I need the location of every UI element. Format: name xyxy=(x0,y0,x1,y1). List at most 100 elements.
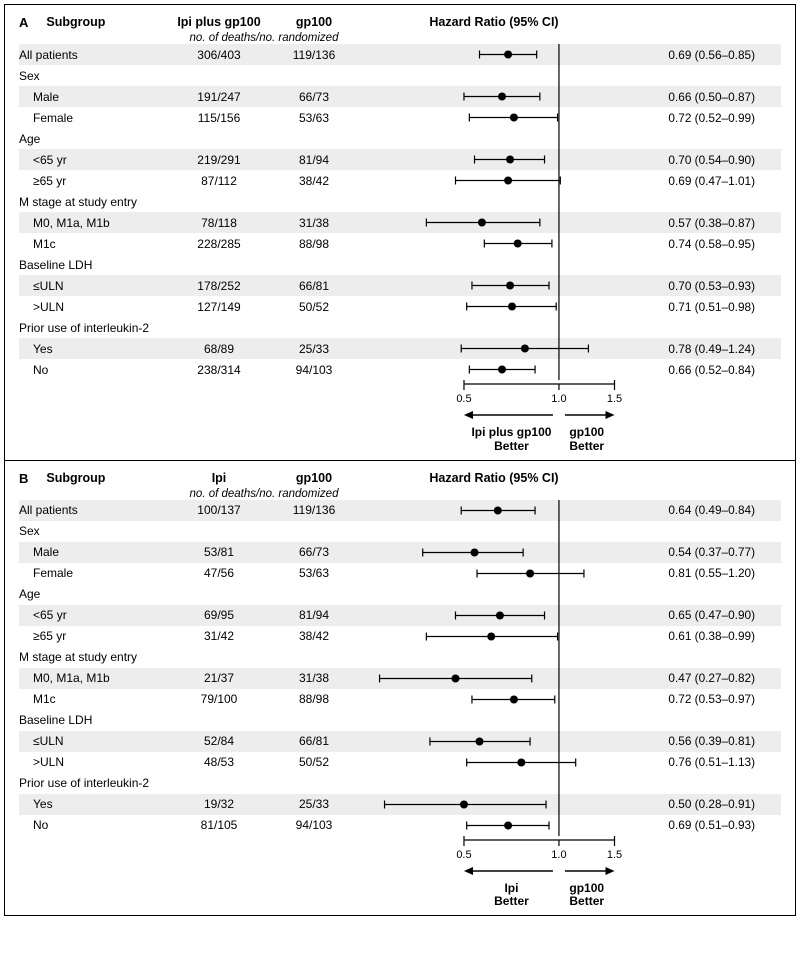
arm-b-value: 53/63 xyxy=(269,566,359,580)
hr-text: 0.57 (0.38–0.87) xyxy=(629,216,759,230)
data-row: Yes 68/89 25/33 0.78 (0.49–1.24) xyxy=(19,338,781,359)
direction-arrows xyxy=(359,408,629,426)
forest-cell xyxy=(359,794,629,815)
data-row: M0, M1a, M1b 21/37 31/38 0.47 (0.27–0.82… xyxy=(19,668,781,689)
hr-text: 0.70 (0.54–0.90) xyxy=(629,153,759,167)
arm-b-value: 25/33 xyxy=(269,342,359,356)
hr-text: 0.76 (0.51–1.13) xyxy=(629,755,759,769)
forest-cell xyxy=(359,752,629,773)
panel-A: A Subgroup Ipi plus gp100 gp100 Hazard Ra… xyxy=(5,5,795,461)
subgroup-label: No xyxy=(19,818,169,832)
panel-header: A Subgroup Ipi plus gp100 gp100 Hazard Ra… xyxy=(19,15,781,30)
forest-cell xyxy=(359,359,629,380)
arm-b-value: 66/81 xyxy=(269,279,359,293)
hr-text: 0.69 (0.47–1.01) xyxy=(629,174,759,188)
subgroup-label: All patients xyxy=(19,48,169,62)
hr-text: 0.72 (0.52–0.99) xyxy=(629,111,759,125)
hr-text: 0.54 (0.37–0.77) xyxy=(629,545,759,559)
arm-a-value: 306/403 xyxy=(169,48,269,62)
arm-a-value: 219/291 xyxy=(169,153,269,167)
arm-b-value: 88/98 xyxy=(269,237,359,251)
group-label: Age xyxy=(19,587,169,601)
col-hr-plot-header: Hazard Ratio (95% CI) xyxy=(359,15,629,29)
col-subgroup-header: Subgroup xyxy=(46,15,105,29)
hr-text: 0.69 (0.51–0.93) xyxy=(629,818,759,832)
subgroup-label: M1c xyxy=(19,237,169,251)
arm-b-value: 50/52 xyxy=(269,755,359,769)
forest-cell xyxy=(359,275,629,296)
data-row: All patients 306/403 119/136 0.69 (0.56–… xyxy=(19,44,781,65)
panel-label: A xyxy=(19,15,28,30)
subgroup-label: M0, M1a, M1b xyxy=(19,671,169,685)
axis: 0.51.01.5 xyxy=(359,836,629,864)
svg-text:1.0: 1.0 xyxy=(551,393,566,405)
arm-a-value: 127/149 xyxy=(169,300,269,314)
hr-text: 0.69 (0.56–0.85) xyxy=(629,48,759,62)
arm-b-value: 31/38 xyxy=(269,216,359,230)
col-arm-b-header: gp100 xyxy=(269,15,359,29)
group-label: Sex xyxy=(19,524,169,538)
hr-text: 0.72 (0.53–0.97) xyxy=(629,692,759,706)
data-row: ≤ULN 178/252 66/81 0.70 (0.53–0.93) xyxy=(19,275,781,296)
data-row: <65 yr 69/95 81/94 0.65 (0.47–0.90) xyxy=(19,605,781,626)
col-arm-a-header: Ipi xyxy=(169,471,269,485)
arm-a-value: 228/285 xyxy=(169,237,269,251)
data-row: M1c 79/100 88/98 0.72 (0.53–0.97) xyxy=(19,689,781,710)
hr-text: 0.66 (0.50–0.87) xyxy=(629,90,759,104)
data-row: Yes 19/32 25/33 0.50 (0.28–0.91) xyxy=(19,794,781,815)
svg-text:1.5: 1.5 xyxy=(607,849,622,861)
forest-cell xyxy=(359,542,629,563)
hr-text: 0.56 (0.39–0.81) xyxy=(629,734,759,748)
subgroup-label: Male xyxy=(19,545,169,559)
group-label: Sex xyxy=(19,69,169,83)
subgroup-label: All patients xyxy=(19,503,169,517)
forest-cell xyxy=(359,773,629,794)
figure-container: A Subgroup Ipi plus gp100 gp100 Hazard Ra… xyxy=(4,4,796,916)
col-hr-plot-header: Hazard Ratio (95% CI) xyxy=(359,471,629,485)
hr-text: 0.64 (0.49–0.84) xyxy=(629,503,759,517)
col-arm-a-header: Ipi plus gp100 xyxy=(169,15,269,29)
arm-a-value: 191/247 xyxy=(169,90,269,104)
arm-a-value: 53/81 xyxy=(169,545,269,559)
svg-text:0.5: 0.5 xyxy=(456,849,471,861)
right-better-label: gp100Better xyxy=(559,426,615,454)
arm-b-value: 38/42 xyxy=(269,629,359,643)
col-arm-b-header: gp100 xyxy=(269,471,359,485)
group-header-row: M stage at study entry xyxy=(19,647,781,668)
hr-text: 0.78 (0.49–1.24) xyxy=(629,342,759,356)
arm-b-value: 81/94 xyxy=(269,608,359,622)
forest-cell xyxy=(359,107,629,128)
group-label: Baseline LDH xyxy=(19,258,169,272)
forest-cell xyxy=(359,521,629,542)
forest-cell xyxy=(359,233,629,254)
forest-cell xyxy=(359,86,629,107)
arm-a-value: 100/137 xyxy=(169,503,269,517)
forest-cell xyxy=(359,296,629,317)
hr-text: 0.61 (0.38–0.99) xyxy=(629,629,759,643)
data-row: ≥65 yr 87/112 38/42 0.69 (0.47–1.01) xyxy=(19,170,781,191)
direction-labels: IpiBetter gp100Better xyxy=(359,882,629,910)
forest-cell xyxy=(359,563,629,584)
group-label: M stage at study entry xyxy=(19,195,169,209)
arm-a-value: 238/314 xyxy=(169,363,269,377)
data-row: Male 191/247 66/73 0.66 (0.50–0.87) xyxy=(19,86,781,107)
group-header-row: Sex xyxy=(19,65,781,86)
data-row: No 81/105 94/103 0.69 (0.51–0.93) xyxy=(19,815,781,836)
group-header-row: Age xyxy=(19,128,781,149)
arm-a-value: 19/32 xyxy=(169,797,269,811)
subheader: no. of deaths/no. randomized xyxy=(169,32,359,44)
group-header-row: Sex xyxy=(19,521,781,542)
hr-text: 0.81 (0.55–1.20) xyxy=(629,566,759,580)
hr-text: 0.50 (0.28–0.91) xyxy=(629,797,759,811)
subgroup-label: M1c xyxy=(19,692,169,706)
left-better-label: IpiBetter xyxy=(464,882,559,910)
group-label: Prior use of interleukin-2 xyxy=(19,776,169,790)
arm-a-value: 31/42 xyxy=(169,629,269,643)
arm-a-value: 69/95 xyxy=(169,608,269,622)
hr-text: 0.71 (0.51–0.98) xyxy=(629,300,759,314)
arm-a-value: 78/118 xyxy=(169,216,269,230)
data-row: No 238/314 94/103 0.66 (0.52–0.84) xyxy=(19,359,781,380)
data-row: Female 115/156 53/63 0.72 (0.52–0.99) xyxy=(19,107,781,128)
subheader: no. of deaths/no. randomized xyxy=(169,488,359,500)
panel-label: B xyxy=(19,471,28,486)
